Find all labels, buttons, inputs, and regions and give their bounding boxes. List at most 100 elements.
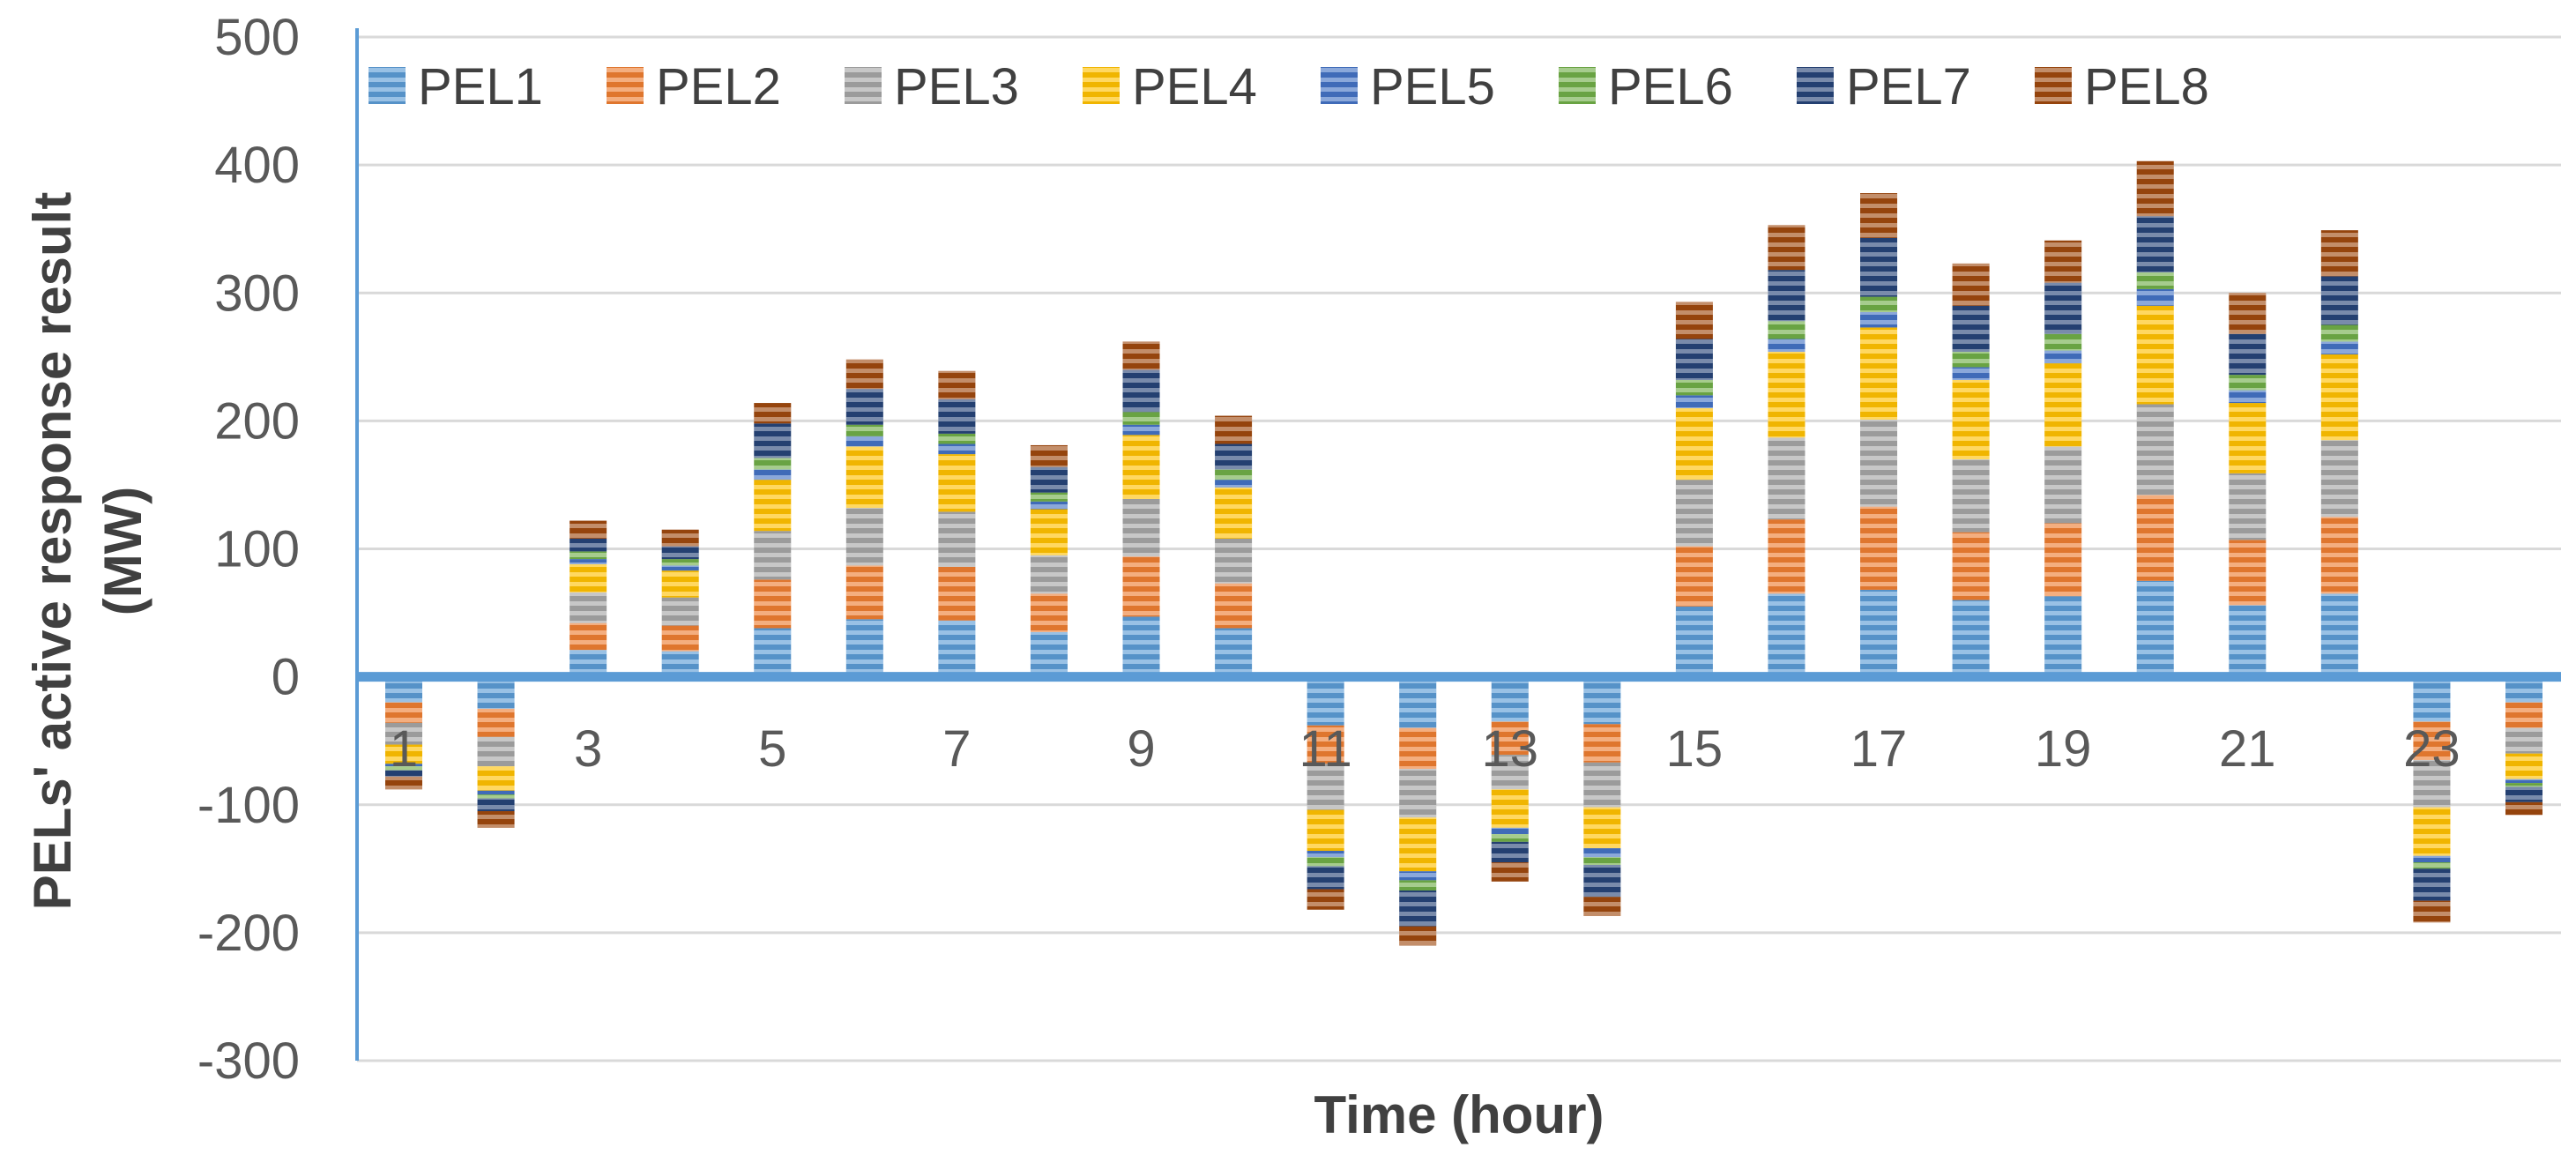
bar-segment-pel6-hour-7 (938, 433, 976, 444)
bar-segment-pel8-hour-22 (2320, 230, 2358, 277)
bar-segment-pel1-hour-2 (477, 676, 515, 709)
x-tick-label: 1 (390, 720, 418, 778)
series-pel8 (385, 160, 2542, 946)
legend-swatch (2035, 67, 2072, 104)
x-axis-title: Time (hour) (1314, 1085, 1604, 1144)
bar-segment-pel2-hour-1 (385, 702, 422, 723)
bar-segment-pel1-hour-8 (1030, 631, 1068, 677)
bar-segment-pel8-hour-4 (661, 529, 699, 547)
bar-segment-pel1-hour-14 (1583, 676, 1621, 725)
bar-segment-pel4-hour-2 (477, 766, 515, 791)
bar-segment-pel4-hour-3 (570, 563, 607, 592)
bar-segment-pel7-hour-6 (845, 389, 883, 425)
bar-segment-pel6-hour-2 (477, 794, 515, 799)
bar-segment-pel1-hour-21 (2229, 605, 2267, 677)
bar-segment-pel1-hour-15 (1675, 606, 1713, 677)
bar-segment-pel6-hour-3 (570, 551, 607, 560)
y-axis-title: PELs' active response result (23, 192, 82, 911)
bar-segment-pel5-hour-4 (661, 565, 699, 571)
bar-segment-pel6-hour-1 (385, 766, 422, 771)
bar-segment-pel6-hour-4 (661, 559, 699, 566)
bar-segment-pel4-hour-15 (1675, 407, 1713, 481)
bar-segment-pel7-hour-4 (661, 546, 699, 560)
bar-segment-pel4-hour-13 (1491, 789, 1529, 828)
x-tick-label: 9 (1127, 720, 1155, 778)
bar-segment-pel7-hour-24 (2505, 786, 2542, 802)
y-axis-title-unit: (MW) (93, 487, 153, 616)
bar-segment-pel4-hour-22 (2320, 354, 2358, 441)
bar-segment-pel6-hour-13 (1491, 834, 1529, 842)
legend-item-pel5: PEL5 (1321, 58, 1495, 116)
bar-segment-pel7-hour-21 (2229, 333, 2267, 376)
bar-segment-pel8-hour-2 (477, 811, 515, 828)
bar-segment-pel7-hour-10 (1215, 443, 1253, 470)
bar-segment-pel5-hour-11 (1307, 850, 1344, 858)
legend-label: PEL6 (1608, 58, 1733, 116)
bar-segment-pel2-hour-3 (570, 622, 607, 651)
bar-segment-pel4-hour-11 (1307, 809, 1344, 851)
bar-segment-pel6-hour-22 (2320, 324, 2358, 342)
bar-segment-pel3-hour-20 (2136, 404, 2174, 496)
legend-swatch (369, 67, 406, 104)
bar-segment-pel5-hour-13 (1491, 827, 1529, 835)
series-pel1 (385, 580, 2542, 728)
bar-segment-pel3-hour-8 (1030, 555, 1068, 594)
bar-segment-pel2-hour-15 (1675, 546, 1713, 607)
bar-segment-pel3-hour-18 (1952, 458, 1990, 533)
series-pel5 (385, 288, 2542, 881)
bar-segment-pel6-hour-5 (754, 458, 792, 470)
bar-segment-pel4-hour-12 (1399, 817, 1437, 872)
bar-segment-pel5-hour-18 (1952, 367, 1990, 380)
bar-segment-pel8-hour-5 (754, 403, 792, 424)
y-tick-label: 300 (214, 265, 300, 322)
bar-segment-pel6-hour-10 (1215, 469, 1253, 481)
bar-segment-pel3-hour-24 (2505, 727, 2542, 754)
legend-label: PEL2 (656, 58, 781, 116)
legend-item-pel6: PEL6 (1559, 58, 1733, 116)
bar-segment-pel2-hour-10 (1215, 583, 1253, 629)
bar-segment-pel8-hour-1 (385, 776, 422, 790)
bar-segment-pel4-hour-18 (1952, 379, 1990, 459)
series-pel6 (385, 272, 2542, 890)
legend-item-pel3: PEL3 (845, 58, 1019, 116)
bar-segment-pel3-hour-1 (385, 722, 422, 745)
bar-segment-pel3-hour-23 (2413, 759, 2451, 808)
bar-segment-pel7-hour-17 (1860, 237, 1898, 297)
bar-segment-pel2-hour-16 (1768, 519, 1805, 594)
bar-segment-pel4-hour-24 (2505, 753, 2542, 779)
legend-swatch (845, 67, 882, 104)
legend-swatch (1559, 67, 1596, 104)
bar-segment-pel4-hour-1 (385, 744, 422, 764)
legend-swatch (607, 67, 644, 104)
x-tick-label: 17 (1850, 720, 1908, 778)
y-tick-label: 500 (214, 9, 300, 66)
y-tick-label: 100 (214, 521, 300, 578)
bar-segment-pel5-hour-8 (1030, 501, 1068, 510)
bar-segment-pel3-hour-4 (661, 597, 699, 626)
bar-segment-pel2-hour-2 (477, 708, 515, 737)
x-tick-label: 21 (2219, 720, 2276, 778)
bar-segment-pel7-hour-20 (2136, 216, 2174, 273)
bar-segment-pel7-hour-22 (2320, 276, 2358, 325)
bar-segment-pel3-hour-17 (1860, 419, 1898, 507)
x-tick-label: 13 (1482, 720, 1539, 778)
bar-segment-pel2-hour-12 (1399, 727, 1437, 770)
bar-segment-pel4-hour-14 (1583, 807, 1621, 849)
bar-segment-pel1-hour-13 (1491, 676, 1529, 722)
x-tick-label: 3 (574, 720, 602, 778)
bar-segment-pel7-hour-15 (1675, 339, 1713, 380)
y-tick-label: -300 (197, 1032, 300, 1090)
bar-segment-pel8-hour-11 (1307, 889, 1344, 910)
bar-segment-pel2-hour-7 (938, 566, 976, 621)
bar-segment-pel3-hour-7 (938, 511, 976, 567)
legend-item-pel2: PEL2 (607, 58, 781, 116)
bar-segment-pel2-hour-22 (2320, 517, 2358, 594)
bar-segment-pel6-hour-23 (2413, 862, 2451, 869)
legend-swatch (1797, 67, 1834, 104)
bar-segment-pel4-hour-20 (2136, 305, 2174, 405)
gridlines (357, 35, 2561, 1062)
bar-segment-pel6-hour-24 (2505, 783, 2542, 787)
bar-segment-pel3-hour-16 (1768, 437, 1805, 520)
bar-segment-pel7-hour-11 (1307, 866, 1344, 890)
